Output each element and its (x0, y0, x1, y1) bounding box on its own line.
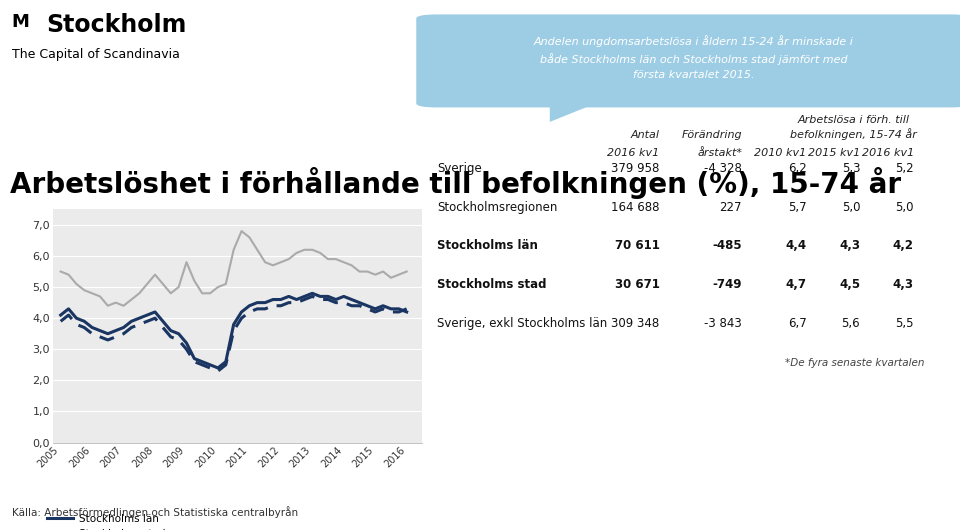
Text: *De fyra senaste kvartalen: *De fyra senaste kvartalen (785, 358, 924, 368)
Text: årstakt*: årstakt* (697, 148, 742, 158)
Text: 164 688: 164 688 (611, 200, 660, 214)
Text: Antal: Antal (631, 130, 660, 140)
Text: Andelen ungdomsarbetslösa i åldern 15-24 år minskade i
både Stockholms län och S: Andelen ungdomsarbetslösa i åldern 15-24… (534, 36, 853, 80)
Text: 4,3: 4,3 (839, 239, 860, 252)
Text: Arbetslöshet i förhållande till befolkningen (%), 15-74 år: Arbetslöshet i förhållande till befolkni… (10, 167, 900, 199)
Text: 70 611: 70 611 (614, 239, 660, 252)
Text: 6,2: 6,2 (787, 162, 806, 175)
Text: The Capital of Scandinavia: The Capital of Scandinavia (12, 48, 180, 61)
Text: 2015 kv1: 2015 kv1 (808, 148, 860, 158)
Text: 5,7: 5,7 (788, 200, 806, 214)
Text: Stockholms stad: Stockholms stad (437, 278, 546, 291)
Text: -749: -749 (712, 278, 742, 291)
Text: 4,7: 4,7 (785, 278, 806, 291)
Text: Sverige, exkl Stockholms län: Sverige, exkl Stockholms län (437, 316, 607, 330)
FancyBboxPatch shape (417, 14, 960, 108)
Text: Stockholms län: Stockholms län (437, 239, 538, 252)
Text: 4,2: 4,2 (893, 239, 914, 252)
Text: 4,3: 4,3 (893, 278, 914, 291)
Text: 4,4: 4,4 (785, 239, 806, 252)
Text: Förändring: Förändring (682, 130, 742, 140)
Text: 30 671: 30 671 (614, 278, 660, 291)
Text: befolkningen, 15-74 år: befolkningen, 15-74 år (790, 129, 917, 140)
Text: 2016 kv1: 2016 kv1 (862, 148, 914, 158)
Text: 2016 kv1: 2016 kv1 (608, 148, 660, 158)
Polygon shape (550, 103, 596, 122)
Text: Sverige: Sverige (437, 162, 482, 175)
Legend: Stockholms län, Stockholms stad, Sverige, exkl Stockholms län: Stockholms län, Stockholms stad, Sverige… (43, 510, 233, 530)
Text: 4,5: 4,5 (839, 278, 860, 291)
Text: 5,6: 5,6 (842, 316, 860, 330)
Text: 379 958: 379 958 (612, 162, 660, 175)
Text: 2010 kv1: 2010 kv1 (755, 148, 806, 158)
Text: Μ: Μ (12, 13, 30, 31)
Text: -3 843: -3 843 (705, 316, 742, 330)
Text: 5,0: 5,0 (896, 200, 914, 214)
Text: 5,2: 5,2 (896, 162, 914, 175)
Text: Stockholm: Stockholm (46, 13, 186, 37)
Text: 309 348: 309 348 (612, 316, 660, 330)
Text: Stockholmsregionen: Stockholmsregionen (437, 200, 557, 214)
Text: 6,7: 6,7 (787, 316, 806, 330)
Text: 5,0: 5,0 (842, 200, 860, 214)
Text: 5,3: 5,3 (842, 162, 860, 175)
Text: -485: -485 (712, 239, 742, 252)
Text: 227: 227 (720, 200, 742, 214)
Text: Arbetslösa i förh. till: Arbetslösa i förh. till (798, 114, 909, 125)
Text: 5,5: 5,5 (896, 316, 914, 330)
Text: -4 328: -4 328 (705, 162, 742, 175)
Text: Källa: Arbetsförmedlingen och Statistiska centralbyrån: Källa: Arbetsförmedlingen och Statistisk… (12, 507, 298, 518)
